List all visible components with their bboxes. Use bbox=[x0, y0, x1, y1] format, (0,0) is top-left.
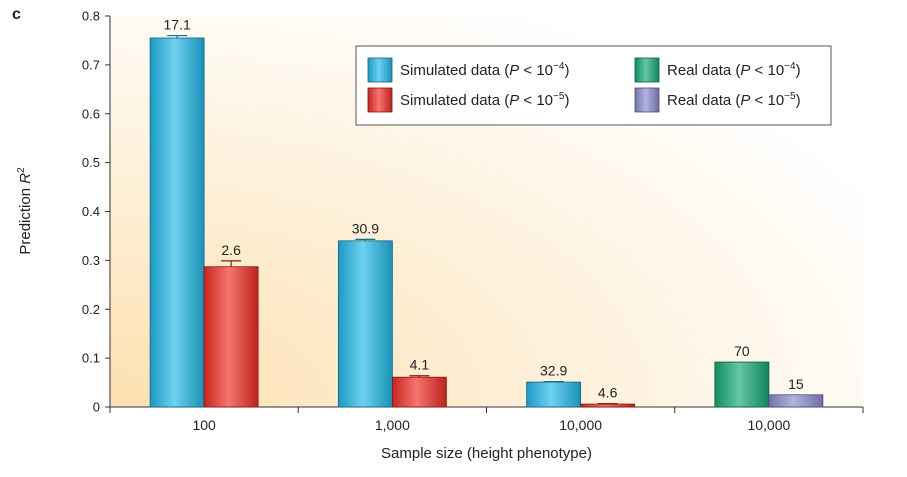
y-tick-label: 0.1 bbox=[82, 351, 100, 366]
data-label: 70 bbox=[734, 343, 750, 359]
bar bbox=[526, 381, 582, 408]
x-tick-label: 1,000 bbox=[375, 417, 410, 433]
data-label: 15 bbox=[788, 376, 804, 392]
y-tick-label: 0.6 bbox=[82, 106, 100, 121]
bar bbox=[580, 403, 636, 408]
legend: Simulated data (P < 10−4) Real data (P < … bbox=[355, 45, 832, 126]
legend-swatch bbox=[634, 87, 660, 113]
legend-label: Simulated data (P < 10−4) bbox=[400, 61, 569, 79]
legend-label: Simulated data (P < 10−5) bbox=[400, 91, 569, 109]
bar bbox=[203, 266, 259, 408]
legend-swatch bbox=[367, 87, 393, 113]
y-tick-label: 0.7 bbox=[82, 57, 100, 72]
y-tick-label: 0.3 bbox=[82, 253, 100, 268]
data-label: 4.1 bbox=[410, 357, 430, 373]
bar bbox=[768, 394, 824, 408]
bar bbox=[149, 37, 205, 408]
legend-box bbox=[355, 45, 832, 126]
y-axis-label: Prediction R2 bbox=[16, 167, 34, 255]
x-tick-label: 100 bbox=[192, 417, 216, 433]
data-label: 2.6 bbox=[221, 242, 241, 258]
y-tick-label: 0 bbox=[93, 400, 100, 415]
x-axis-label: Sample size (height phenotype) bbox=[381, 445, 592, 462]
bar bbox=[337, 240, 393, 408]
data-label: 32.9 bbox=[540, 363, 567, 379]
legend-label: Real data (P < 10−4) bbox=[667, 61, 801, 79]
legend-swatch bbox=[634, 57, 660, 83]
data-label: 17.1 bbox=[164, 17, 191, 33]
x-tick-label: 10,000 bbox=[559, 417, 602, 433]
legend-swatch bbox=[367, 57, 393, 83]
y-tick-label: 0.5 bbox=[82, 155, 100, 170]
data-label: 30.9 bbox=[352, 220, 379, 236]
y-tick-label: 0.2 bbox=[82, 302, 100, 317]
panel-label: c bbox=[12, 6, 21, 23]
bar bbox=[391, 376, 447, 408]
x-tick-label: 10,000 bbox=[747, 417, 790, 433]
y-tick-label: 0.8 bbox=[82, 9, 100, 24]
bar bbox=[714, 361, 770, 408]
data-label: 4.6 bbox=[598, 385, 618, 401]
y-tick-label: 0.4 bbox=[82, 204, 100, 219]
legend-label: Real data (P < 10−5) bbox=[667, 91, 801, 109]
